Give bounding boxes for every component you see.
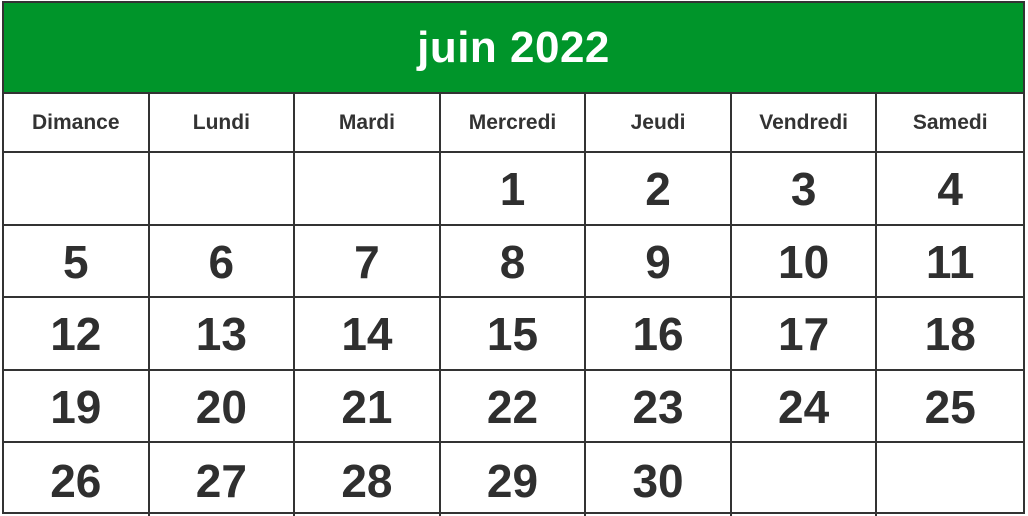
day-cell: 8 bbox=[440, 225, 587, 299]
day-cell: 24 bbox=[731, 370, 878, 444]
day-cell: 28 bbox=[295, 443, 441, 516]
weekday-wednesday: Mercredi bbox=[440, 94, 587, 153]
day-cell bbox=[149, 153, 296, 226]
day-cell: 2 bbox=[586, 153, 732, 226]
day-cell: 29 bbox=[441, 443, 587, 516]
day-cell bbox=[732, 443, 878, 516]
week-row-2: 5 6 7 8 9 10 11 bbox=[4, 225, 1023, 299]
day-cell: 20 bbox=[149, 370, 296, 444]
weekday-tuesday: Mardi bbox=[295, 94, 441, 153]
day-cell: 11 bbox=[877, 226, 1023, 299]
day-cell: 14 bbox=[295, 298, 441, 371]
weekday-thursday: Jeudi bbox=[586, 94, 732, 153]
day-cell: 21 bbox=[295, 370, 441, 444]
weekday-header-row: Dimance Lundi Mardi Mercredi Jeudi Vendr… bbox=[4, 94, 1023, 153]
day-cell: 30 bbox=[586, 443, 732, 516]
day-cell: 1 bbox=[440, 153, 587, 226]
week-row-5: 26 27 28 29 30 bbox=[4, 443, 1023, 516]
day-cell: 3 bbox=[731, 153, 878, 226]
day-cell: 5 bbox=[4, 225, 150, 299]
week-row-4: 19 20 21 22 23 24 25 bbox=[4, 370, 1023, 444]
weekday-friday: Vendredi bbox=[731, 94, 878, 153]
weekday-saturday: Samedi bbox=[877, 94, 1023, 153]
day-cell bbox=[4, 153, 150, 226]
day-cell: 18 bbox=[877, 298, 1023, 371]
day-cell: 22 bbox=[440, 370, 587, 444]
weekday-sunday: Dimance bbox=[4, 94, 150, 153]
day-cell: 4 bbox=[877, 153, 1023, 226]
day-cell: 15 bbox=[440, 298, 587, 371]
week-row-3: 12 13 14 15 16 17 18 bbox=[4, 298, 1023, 371]
day-cell: 13 bbox=[149, 298, 296, 371]
day-cell: 19 bbox=[4, 370, 150, 444]
week-row-1: 1 2 3 4 bbox=[4, 153, 1023, 226]
day-cell: 27 bbox=[150, 443, 296, 516]
day-cell: 17 bbox=[731, 298, 878, 371]
calendar-header: juin 2022 bbox=[4, 3, 1023, 94]
day-cell: 16 bbox=[586, 298, 732, 371]
day-cell bbox=[295, 153, 441, 226]
day-cell: 10 bbox=[731, 225, 878, 299]
weekday-monday: Lundi bbox=[149, 94, 296, 153]
day-cell: 7 bbox=[295, 225, 441, 299]
day-cell: 12 bbox=[4, 298, 150, 371]
day-cell bbox=[877, 443, 1023, 516]
day-cell: 6 bbox=[149, 225, 296, 299]
day-cell: 26 bbox=[4, 443, 150, 516]
day-cell: 9 bbox=[586, 225, 732, 299]
day-cell: 23 bbox=[586, 370, 732, 444]
month-title: juin 2022 bbox=[417, 22, 610, 72]
day-cell: 25 bbox=[877, 371, 1023, 444]
